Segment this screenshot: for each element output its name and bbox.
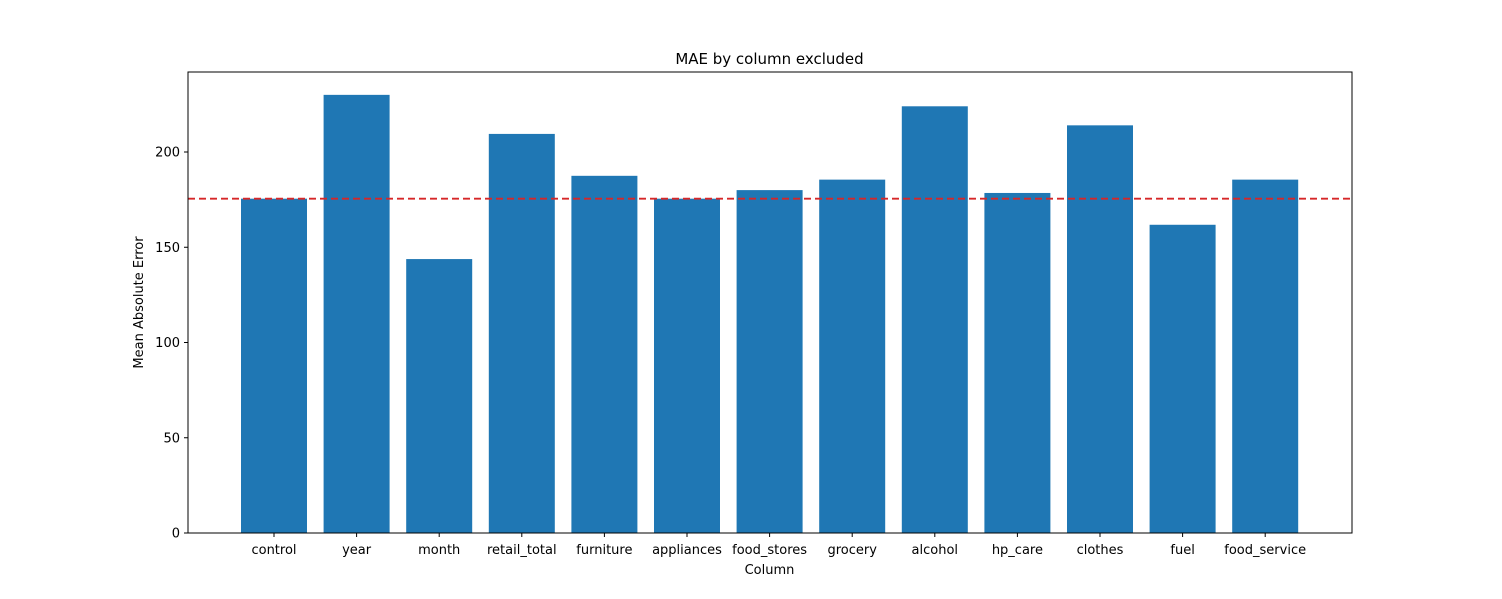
x-tick-label: year bbox=[342, 543, 372, 558]
y-tick-label: 100 bbox=[155, 336, 180, 351]
x-tick-label: alcohol bbox=[912, 543, 958, 558]
y-axis-label: Mean Absolute Error bbox=[132, 236, 147, 369]
bar-food-stores bbox=[736, 190, 803, 534]
x-tick-label: food_stores bbox=[732, 543, 807, 558]
bar-retail-total bbox=[488, 133, 555, 533]
x-tick-label: retail_total bbox=[487, 543, 557, 558]
bar-furniture bbox=[571, 175, 638, 533]
x-tick-label: fuel bbox=[1170, 543, 1194, 558]
y-tick-label: 0 bbox=[172, 527, 180, 542]
x-tick-label: food_service bbox=[1224, 543, 1306, 558]
bar-clothes bbox=[1067, 125, 1133, 534]
y-axis: 0 50 100 150 200 bbox=[155, 146, 188, 542]
chart-title: MAE by column excluded bbox=[675, 50, 863, 68]
bar-alcohol bbox=[901, 106, 968, 534]
bar-month bbox=[406, 259, 473, 533]
bar-year bbox=[323, 94, 390, 534]
bars-group bbox=[241, 94, 1299, 534]
bar-appliances bbox=[654, 198, 720, 533]
bar-hp-care bbox=[984, 192, 1051, 533]
x-axis: control year month retail_total furniture app… bbox=[251, 533, 1306, 558]
bar-fuel bbox=[1149, 224, 1216, 533]
x-tick-label: control bbox=[251, 543, 296, 558]
x-tick-label: hp_care bbox=[992, 543, 1043, 558]
x-tick-label: grocery bbox=[827, 543, 877, 558]
x-axis-label: Column bbox=[745, 563, 795, 578]
x-tick-label: furniture bbox=[576, 543, 632, 558]
y-tick-label: 150 bbox=[155, 241, 180, 256]
bar-control bbox=[241, 198, 307, 533]
x-tick-label: month bbox=[418, 543, 460, 558]
y-tick-label: 200 bbox=[155, 146, 180, 161]
x-tick-label: appliances bbox=[652, 543, 722, 558]
y-tick-label: 50 bbox=[163, 431, 180, 446]
bar-food-service bbox=[1232, 179, 1299, 533]
bar-grocery bbox=[819, 179, 886, 533]
x-tick-label: clothes bbox=[1077, 543, 1124, 558]
